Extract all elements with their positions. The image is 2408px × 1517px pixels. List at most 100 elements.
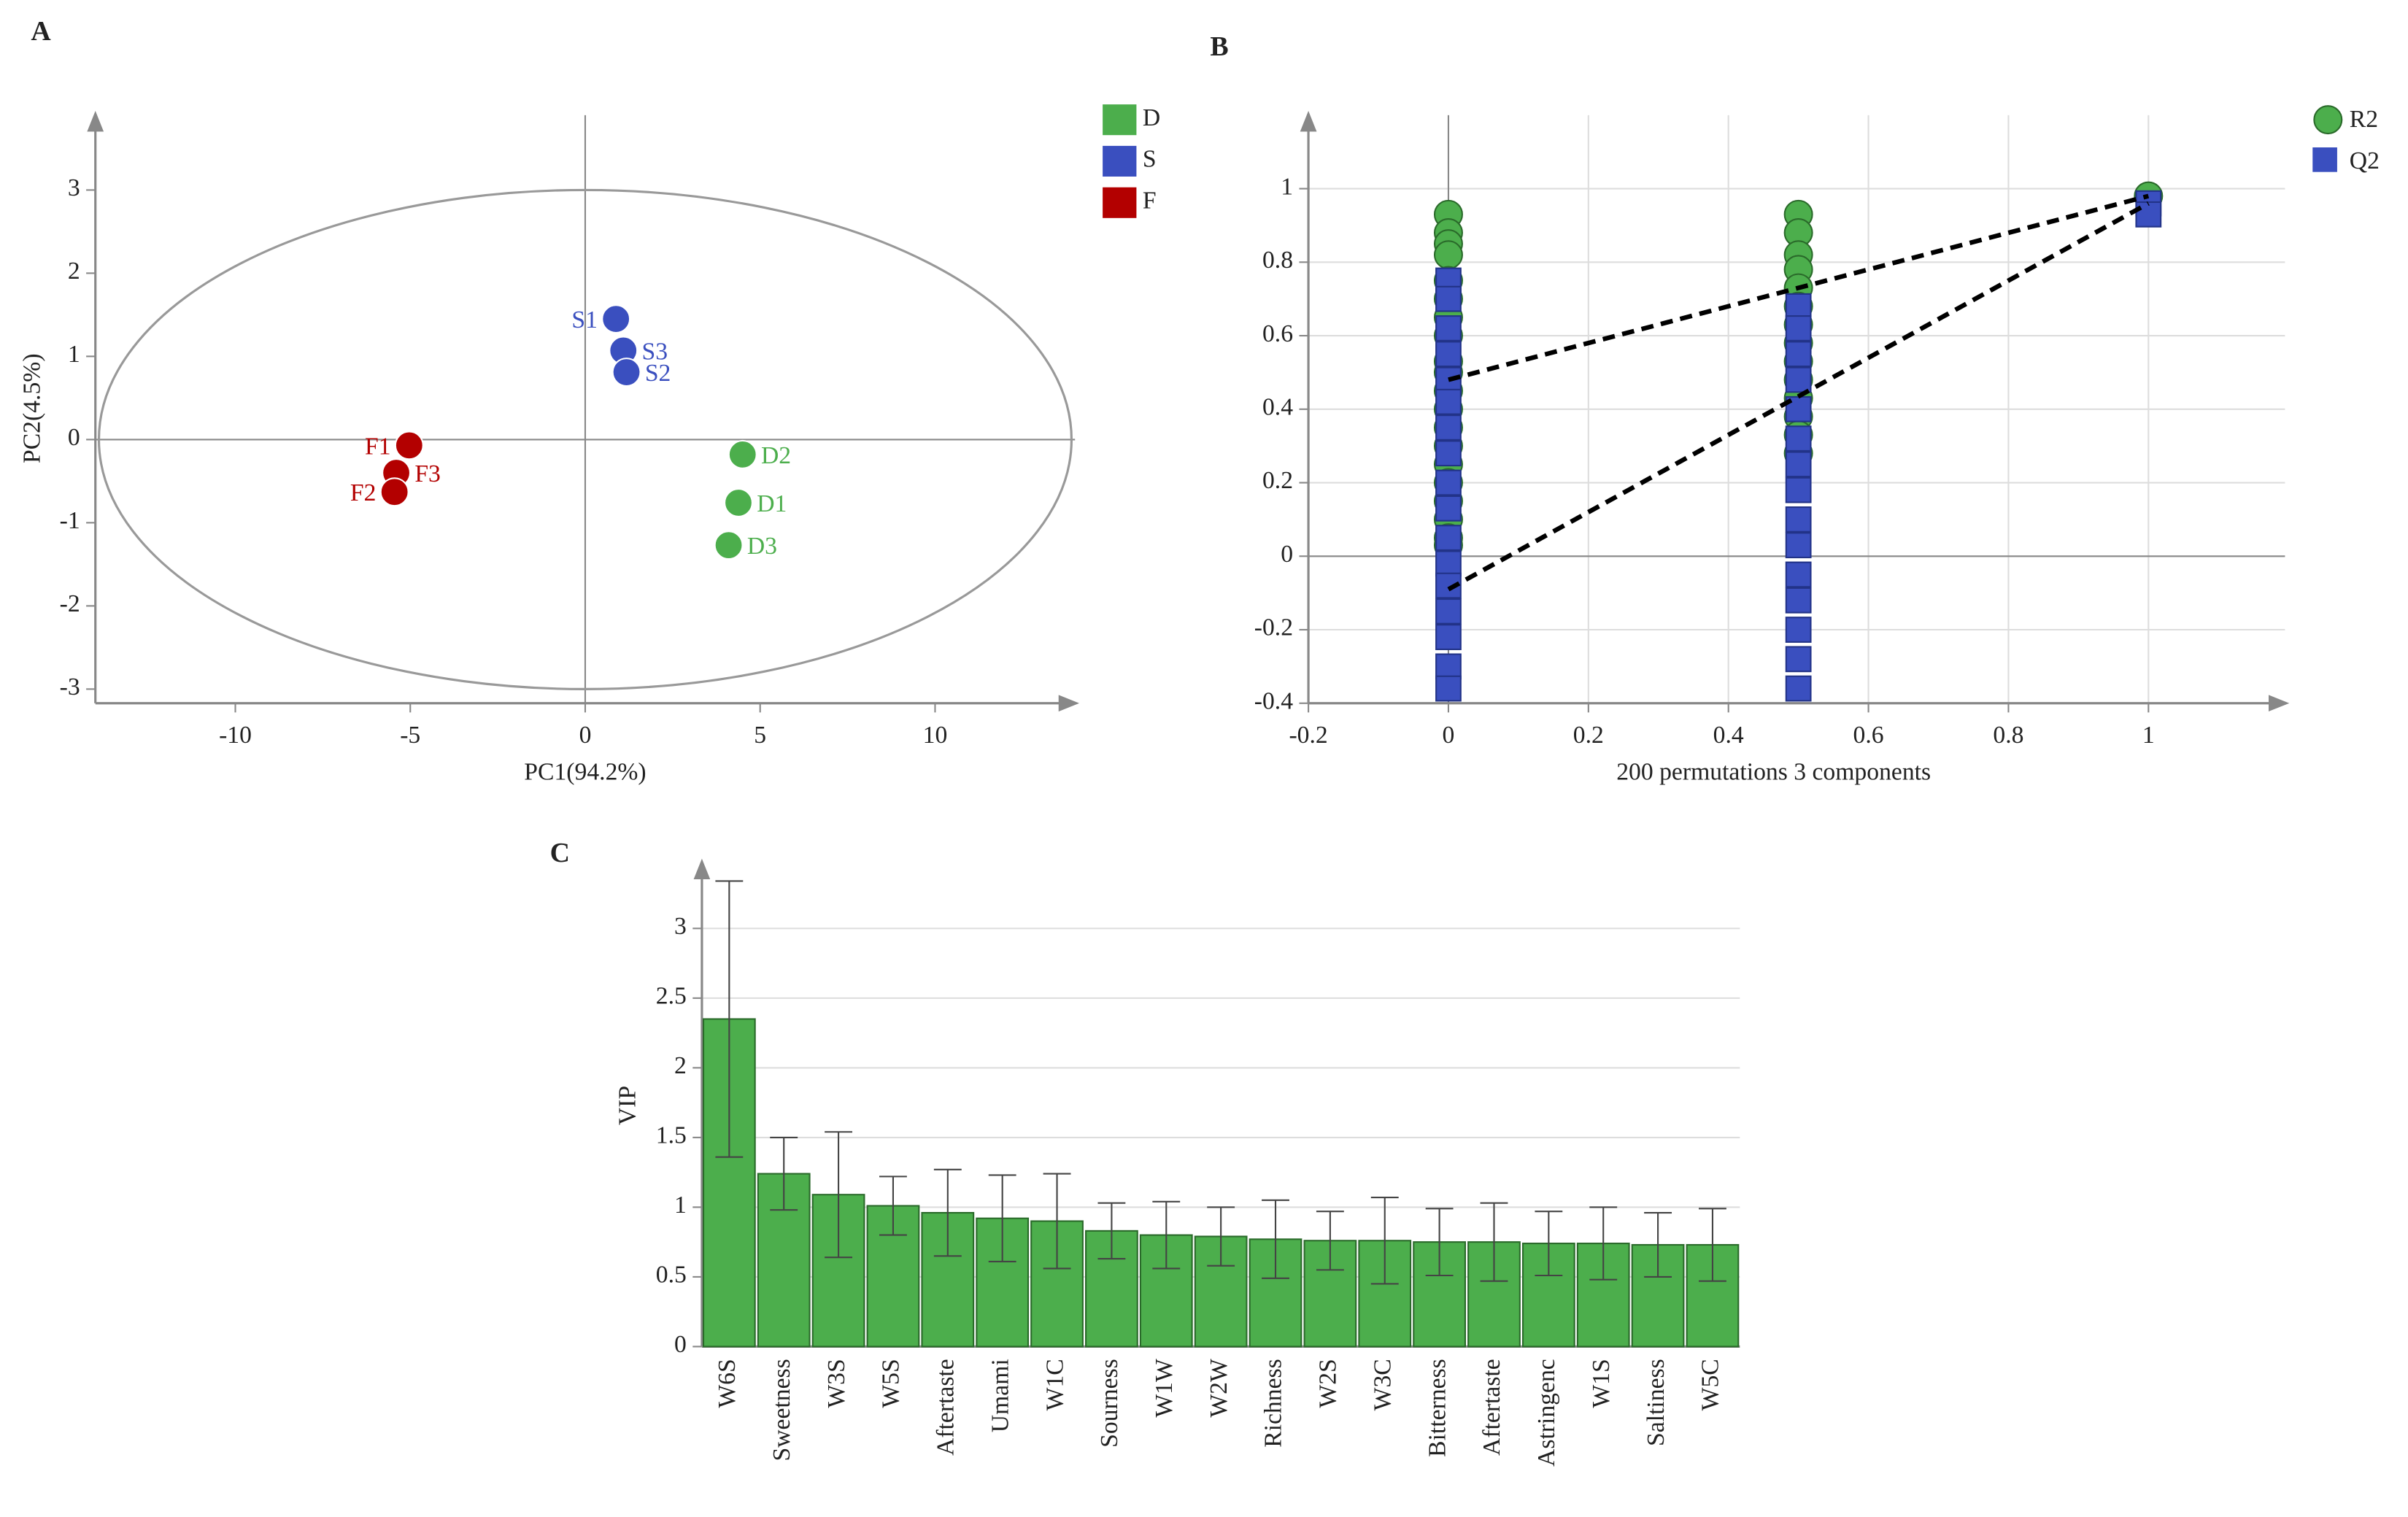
x-tick-label: Bitterness bbox=[1424, 1359, 1451, 1457]
point bbox=[1435, 388, 1462, 415]
y-tick-label: -0.4 bbox=[1254, 687, 1293, 714]
y-tick-label: 0.2 bbox=[1262, 467, 1293, 494]
error-bar bbox=[1097, 1202, 1126, 1260]
point bbox=[1785, 675, 1812, 702]
y-tick-label: -1 bbox=[60, 507, 80, 534]
fit-line bbox=[1448, 193, 2150, 382]
point bbox=[1435, 675, 1462, 702]
point-label: F1 bbox=[365, 433, 391, 460]
error-bar bbox=[1425, 1208, 1454, 1277]
bar bbox=[1085, 1230, 1138, 1348]
point bbox=[1435, 315, 1462, 341]
legend-label: R2 bbox=[2350, 106, 2378, 133]
legend-label: Q2 bbox=[2350, 147, 2380, 174]
point bbox=[601, 304, 631, 334]
point bbox=[1785, 617, 1812, 643]
point bbox=[1433, 240, 1463, 270]
point bbox=[1785, 341, 1812, 368]
x-tick-label: -5 bbox=[400, 722, 420, 749]
point-label: D3 bbox=[747, 533, 777, 560]
error-bar bbox=[1370, 1196, 1399, 1285]
y-tick-label: 0.4 bbox=[1262, 394, 1293, 421]
legend-label: F bbox=[1143, 187, 1157, 214]
x-tick-label: W3S bbox=[823, 1359, 850, 1408]
point-label: D2 bbox=[761, 442, 791, 469]
error-bar bbox=[1589, 1206, 1618, 1281]
point bbox=[1785, 506, 1812, 533]
x-tick-label: Aftertaste bbox=[1478, 1359, 1505, 1456]
legend-marker bbox=[1103, 104, 1137, 136]
y-axis-label: VIP bbox=[614, 1086, 641, 1125]
legend-label: D bbox=[1143, 104, 1160, 131]
point bbox=[1435, 598, 1462, 625]
x-tick-label: 0.4 bbox=[1713, 722, 1744, 749]
point bbox=[1785, 476, 1812, 503]
x-tick-label: W2S bbox=[1315, 1359, 1342, 1408]
point bbox=[611, 358, 641, 387]
y-tick-label: 2 bbox=[674, 1052, 687, 1079]
x-tick-label: 0 bbox=[579, 722, 592, 749]
point bbox=[1435, 495, 1462, 522]
x-tick-label: W5S bbox=[878, 1359, 905, 1408]
error-bar bbox=[933, 1168, 962, 1257]
error-bar bbox=[879, 1176, 907, 1236]
x-tick-label: W1C bbox=[1041, 1359, 1068, 1410]
error-bar bbox=[770, 1136, 798, 1211]
point bbox=[1435, 285, 1462, 312]
y-tick-label: -2 bbox=[60, 590, 80, 617]
y-tick-label: 0 bbox=[68, 424, 80, 451]
error-bar bbox=[988, 1174, 1016, 1262]
x-tick-label: Sweetness bbox=[768, 1359, 795, 1461]
x-tick-label: 1 bbox=[2142, 722, 2155, 749]
point bbox=[1435, 653, 1462, 680]
point bbox=[1785, 293, 1812, 320]
error-bar bbox=[825, 1131, 853, 1259]
point bbox=[1785, 451, 1812, 478]
y-tick-label: 2 bbox=[68, 258, 80, 285]
panel-label: A bbox=[31, 16, 51, 47]
y-tick-label: 0.5 bbox=[656, 1262, 687, 1289]
x-tick-label: W3C bbox=[1369, 1359, 1396, 1410]
panel-label: B bbox=[1210, 31, 1228, 62]
point-label: S3 bbox=[641, 338, 668, 365]
point bbox=[1435, 341, 1462, 368]
legend-marker bbox=[2313, 105, 2343, 135]
y-tick-label: 0.6 bbox=[1262, 320, 1293, 347]
y-tick-label: -3 bbox=[60, 673, 80, 700]
x-tick-label: W1S bbox=[1588, 1359, 1615, 1408]
point bbox=[1785, 532, 1812, 559]
x-tick-label: 0.2 bbox=[1573, 722, 1604, 749]
point bbox=[1435, 414, 1462, 441]
y-tick-label: 3 bbox=[674, 913, 687, 940]
point-label: D1 bbox=[757, 490, 787, 517]
x-tick-label: 5 bbox=[754, 722, 766, 749]
point bbox=[1435, 525, 1462, 551]
error-bar bbox=[1316, 1211, 1344, 1271]
fit-line bbox=[1447, 201, 2150, 592]
y-axis-label: PC2(4.5%) bbox=[18, 353, 45, 463]
point bbox=[1785, 646, 1812, 673]
error-bar bbox=[1644, 1211, 1672, 1278]
y-tick-label: 1 bbox=[1281, 173, 1293, 200]
error-bar bbox=[715, 880, 744, 1158]
point bbox=[1435, 550, 1462, 577]
x-tick-label: 0.8 bbox=[1993, 722, 2023, 749]
error-bar bbox=[1535, 1211, 1563, 1277]
y-tick-label: 0 bbox=[1281, 541, 1293, 568]
point bbox=[2135, 201, 2162, 228]
point bbox=[1785, 366, 1812, 393]
y-tick-label: 0 bbox=[674, 1331, 687, 1358]
legend-marker bbox=[1103, 187, 1137, 218]
point bbox=[394, 431, 424, 460]
x-tick-label: W6S bbox=[714, 1359, 741, 1408]
y-tick-label: -0.2 bbox=[1254, 614, 1293, 641]
point bbox=[1785, 561, 1812, 588]
y-tick-label: 0.8 bbox=[1262, 247, 1293, 274]
x-tick-label: Sourness bbox=[1096, 1359, 1123, 1448]
error-bar bbox=[1207, 1206, 1235, 1267]
error-bar bbox=[1480, 1202, 1508, 1282]
error-bar bbox=[1043, 1173, 1071, 1270]
y-tick-label: 2.5 bbox=[656, 983, 687, 1010]
point bbox=[728, 439, 757, 469]
